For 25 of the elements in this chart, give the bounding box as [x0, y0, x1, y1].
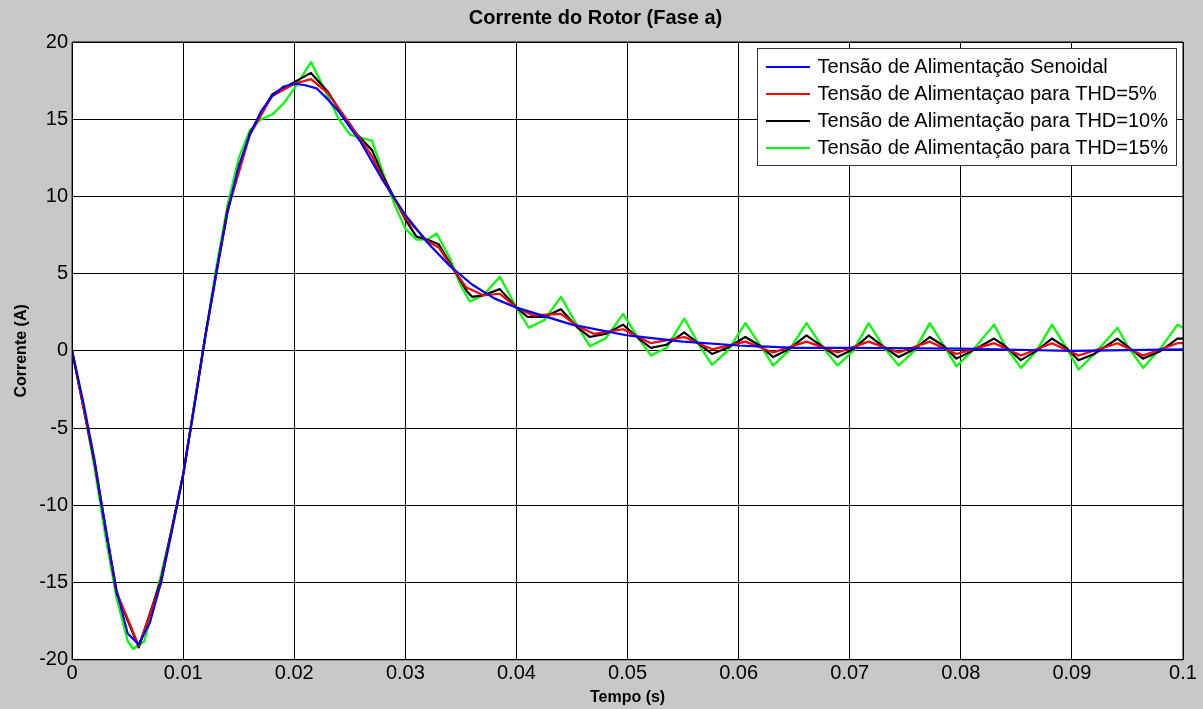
- x-tick-label: 0.08: [941, 661, 981, 684]
- y-tick-label: 15: [45, 106, 69, 129]
- legend-label: Tensão de Alimentaçao para THD=5%: [817, 82, 1157, 105]
- legend-label: Tensão de Alimentação para THD=10%: [817, 109, 1168, 132]
- y-tick-label: -5: [50, 415, 69, 438]
- chart-title: Corrente do Rotor (Fase a): [468, 5, 723, 28]
- y-tick-label: -15: [39, 570, 69, 593]
- y-tick-label: 0: [56, 338, 69, 361]
- x-tick-label: 0.05: [608, 661, 648, 684]
- x-tick-label: 0.09: [1052, 661, 1092, 684]
- y-tick-label: -10: [39, 492, 69, 515]
- y-tick-label: 20: [45, 29, 69, 52]
- x-tick-label: 0.06: [719, 661, 759, 684]
- legend-label: Tensão de Alimentação para THD=15%: [817, 136, 1168, 159]
- x-tick-label: 0.07: [830, 661, 870, 684]
- x-tick-label: 0.01: [163, 661, 203, 684]
- legend-label: Tensão de Alimentação Senoidal: [817, 55, 1108, 78]
- y-tick-label: 5: [56, 261, 69, 284]
- x-tick-label: 0.1: [1169, 661, 1197, 684]
- y-axis-title: Corrente (A): [12, 304, 30, 398]
- x-tick-label: 0.02: [274, 661, 314, 684]
- x-axis-title: Tempo (s): [589, 687, 666, 705]
- y-tick-label: 10: [45, 183, 69, 206]
- x-tick-label: 0.04: [496, 661, 536, 684]
- x-tick-label: 0.03: [385, 661, 425, 684]
